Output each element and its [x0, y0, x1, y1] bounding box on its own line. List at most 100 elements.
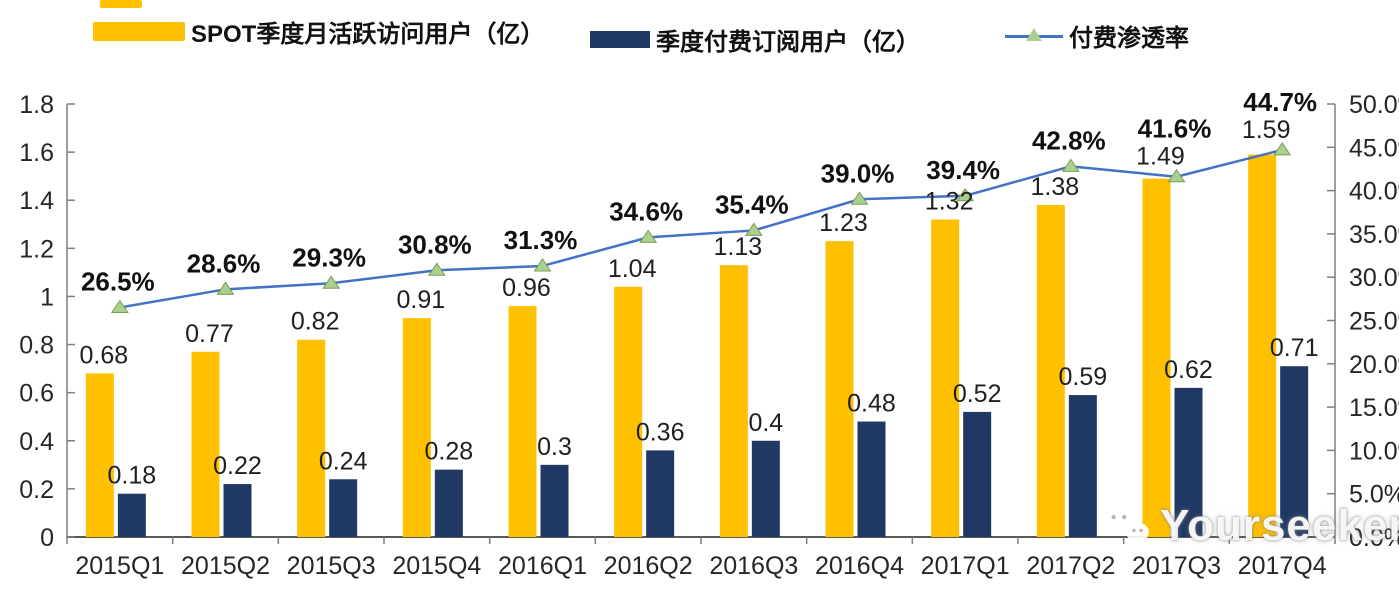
bar-mau: [931, 219, 960, 537]
x-axis-label: 2017Q4: [1238, 552, 1327, 580]
bar-mau: [1142, 178, 1171, 538]
bar-subscribers: [540, 464, 569, 537]
legend-label-subscribers: 季度付费订阅用户（亿）: [656, 29, 920, 56]
bar-mau: [1248, 154, 1277, 537]
bar-subscribers: [329, 479, 358, 537]
penetration-marker: [639, 229, 658, 243]
penetration-value-label: 39.4%: [926, 155, 1000, 185]
x-axis-label: 2015Q3: [287, 552, 376, 580]
bar-mau: [85, 373, 114, 537]
mau-value-label: 0.96: [502, 274, 551, 302]
penetration-value-label: 42.8%: [1032, 125, 1106, 155]
mau-value-label: 1.49: [1136, 143, 1185, 171]
penetration-marker: [322, 275, 341, 289]
legend-swatch-mau: [93, 22, 185, 41]
bar-subscribers: [1174, 387, 1203, 537]
subscriber-value-label: 0.62: [1164, 356, 1213, 384]
penetration-marker: [1273, 141, 1292, 156]
mau-value-label: 0.91: [396, 286, 445, 314]
penetration-marker: [956, 187, 975, 202]
bar-subscribers: [1280, 366, 1309, 537]
right-axis-tick-label: 40.0%: [1349, 178, 1399, 206]
penetration-line: [119, 148, 1283, 309]
subscriber-value-label: 0.3: [537, 433, 572, 461]
x-axis-label: 2016Q4: [815, 552, 904, 580]
left-axis-tick-label: 0: [40, 524, 54, 552]
x-axis-label: 2016Q1: [498, 552, 587, 580]
right-axis-tick-label: 50.0%: [1349, 91, 1399, 119]
mau-value-label: 1.23: [819, 209, 868, 237]
penetration-value-label: 30.8%: [398, 229, 472, 259]
bar-mau: [1036, 205, 1065, 538]
subscriber-value-label: 0.71: [1270, 334, 1319, 362]
left-axis-tick-label: 0.4: [19, 428, 54, 456]
penetration-marker: [1167, 168, 1186, 183]
mau-value-label: 1.59: [1242, 116, 1291, 144]
left-axis-tick-label: 0.6: [19, 380, 54, 408]
bar-subscribers: [963, 411, 992, 537]
right-axis-tick-label: 0.0%: [1349, 524, 1399, 552]
bar-subscribers: [223, 484, 252, 537]
bar-mau: [614, 286, 643, 537]
left-axis-tick-label: 1.8: [19, 91, 54, 119]
right-axis-tick-label: 25.0%: [1349, 308, 1399, 336]
mau-value-label: 1.04: [608, 255, 657, 283]
cropped-bar-artifact: [100, 0, 142, 8]
bar-subscribers: [1068, 395, 1097, 537]
legend-item-penetration: 付费渗透率: [1005, 18, 1189, 53]
subscriber-value-label: 0.52: [953, 380, 1002, 408]
subscriber-value-label: 0.24: [319, 447, 368, 475]
right-axis-tick-label: 15.0%: [1349, 394, 1399, 422]
bar-mau: [719, 265, 748, 537]
x-axis-label: 2017Q1: [921, 552, 1010, 580]
subscriber-value-label: 0.18: [107, 462, 156, 490]
x-axis-label: 2015Q4: [392, 552, 481, 580]
x-axis-label: 2015Q1: [75, 552, 164, 580]
bar-mau: [191, 351, 220, 537]
right-axis-tick-label: 5.0%: [1349, 481, 1399, 509]
penetration-value-label: 28.6%: [187, 248, 261, 278]
penetration-value-label: 44.7%: [1243, 87, 1317, 117]
legend-line-marker: [1005, 26, 1063, 46]
penetration-marker: [427, 262, 446, 276]
penetration-value-label: 41.6%: [1138, 114, 1212, 144]
bar-subscribers: [646, 450, 675, 537]
penetration-value-label: 31.3%: [504, 225, 578, 255]
bar-mau: [508, 306, 537, 537]
left-axis-tick-label: 1.2: [19, 235, 54, 263]
triangle-marker-icon: [1026, 27, 1042, 41]
bar-mau: [297, 339, 326, 537]
legend-label-penetration: 付费渗透率: [1069, 25, 1189, 52]
right-axis-tick-label: 20.0%: [1349, 351, 1399, 379]
x-axis-label: 2017Q2: [1026, 552, 1115, 580]
legend-item-mau: SPOT季度月活跃访问用户（亿）: [93, 14, 544, 49]
bar-subscribers: [434, 469, 463, 537]
penetration-marker: [533, 258, 552, 272]
x-axis-label: 2015Q2: [181, 552, 270, 580]
subscriber-value-label: 0.28: [424, 438, 473, 466]
left-axis-tick-label: 1.4: [19, 187, 54, 215]
bar-subscribers: [857, 421, 886, 537]
legend-swatch-subscribers: [590, 31, 650, 48]
penetration-marker: [850, 191, 869, 205]
x-axis-label: 2017Q3: [1132, 552, 1221, 580]
penetration-marker: [110, 299, 129, 314]
mau-value-label: 1.32: [925, 187, 974, 215]
x-axis-label: 2016Q2: [604, 552, 693, 580]
legend-label-mau: SPOT季度月活跃访问用户（亿）: [191, 21, 545, 48]
left-axis-tick-label: 0.2: [19, 476, 54, 504]
mau-value-label: 0.82: [291, 308, 340, 336]
left-axis-tick-label: 0.8: [19, 332, 54, 360]
bar-mau: [402, 318, 431, 537]
subscriber-value-label: 0.22: [213, 452, 262, 480]
mau-value-label: 0.77: [185, 320, 234, 348]
penetration-marker: [744, 222, 763, 236]
penetration-value-label: 34.6%: [609, 196, 683, 226]
right-axis-tick-label: 10.0%: [1349, 437, 1399, 465]
bar-subscribers: [751, 440, 780, 537]
mau-value-label: 1.38: [1030, 173, 1079, 201]
right-axis-tick-label: 30.0%: [1349, 264, 1399, 292]
left-axis-tick-label: 1: [40, 283, 54, 311]
